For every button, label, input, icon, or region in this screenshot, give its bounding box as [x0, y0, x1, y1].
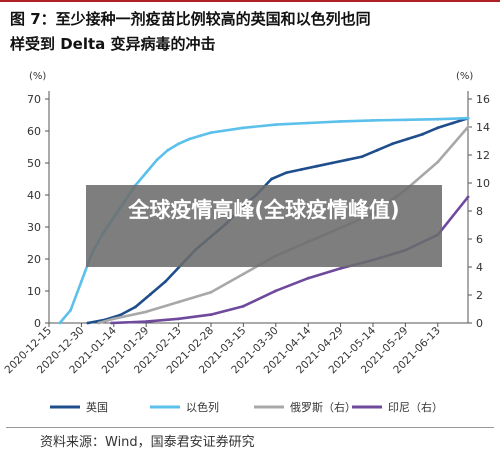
- y-left-tick-label: 20: [27, 253, 41, 266]
- series-point-3: [110, 321, 113, 325]
- series-point-0: [118, 313, 122, 317]
- series-point-2: [242, 272, 245, 276]
- legend-label: 印尼（右）: [388, 400, 443, 414]
- series-point-2: [466, 125, 470, 129]
- series-point-1: [209, 131, 213, 134]
- y-axis-left-unit: (%): [29, 71, 46, 82]
- y-right-tick-label: 14: [476, 121, 490, 134]
- series-line-0: [86, 116, 470, 325]
- series-point-0: [149, 292, 152, 296]
- series-point-1: [404, 118, 407, 122]
- series-point-0: [86, 321, 90, 325]
- figure-source: 资料来源：Wind，国泰君安证券研究: [40, 435, 255, 450]
- y-left-tick-label: 0: [34, 317, 41, 330]
- series-point-0: [300, 168, 304, 171]
- series-point-1: [166, 148, 170, 152]
- series-point-1: [306, 121, 310, 125]
- series-point-1: [198, 134, 202, 138]
- series-point-0: [436, 126, 440, 130]
- series-point-0: [315, 164, 319, 168]
- series-point-2: [97, 321, 101, 325]
- y-left-tick-label: 30: [27, 221, 41, 234]
- series-point-0: [345, 158, 349, 162]
- y-axis-right-unit: (%): [456, 71, 473, 82]
- series-point-0: [406, 137, 409, 141]
- series-point-1: [144, 171, 148, 174]
- series-point-0: [270, 177, 273, 181]
- legend-label: 俄罗斯（右）: [290, 400, 356, 414]
- series-point-3: [339, 267, 342, 270]
- series-point-1: [177, 142, 181, 146]
- y-right-tick-label: 4: [476, 261, 483, 274]
- watermark-overlay: 全球疫情高峰(全球疫情峰值): [86, 185, 442, 267]
- series-point-3: [209, 313, 213, 316]
- y-left-tick-label: 60: [27, 125, 41, 138]
- series-point-3: [466, 195, 470, 199]
- y-left-tick-label: 70: [27, 93, 41, 106]
- series-point-1: [69, 308, 72, 312]
- series-point-3: [274, 289, 278, 293]
- series-point-0: [285, 171, 288, 174]
- series-point-1: [80, 280, 83, 283]
- series-point-1: [188, 137, 191, 141]
- series-point-1: [339, 120, 342, 123]
- series-point-1: [155, 158, 159, 162]
- figure-title-area: 图 7：至少接种一剂疫苗比例较高的英国和以色列也同 样受到 Delta 变异病毒…: [0, 0, 500, 58]
- series-point-2: [144, 310, 148, 314]
- figure-title-line-2: 样受到 Delta 变异病毒的冲击: [10, 35, 216, 53]
- series-point-2: [209, 290, 213, 294]
- series-point-3: [144, 320, 148, 323]
- y-right-tick-label: 12: [476, 149, 490, 162]
- figure-title-line-1: 图 7：至少接种一剂疫苗比例较高的英国和以色列也同: [10, 10, 371, 28]
- series-point-0: [421, 132, 424, 136]
- y-left-tick-label: 10: [27, 285, 41, 298]
- series-point-1: [274, 123, 278, 126]
- series-point-1: [242, 126, 245, 130]
- series-point-3: [306, 276, 310, 280]
- y-left-tick-label: 50: [27, 157, 41, 170]
- source-divider: [6, 427, 494, 428]
- series-point-1: [371, 119, 375, 122]
- legend-label: 英国: [86, 400, 108, 414]
- y-right-tick-label: 2: [476, 289, 483, 302]
- series-point-0: [134, 305, 137, 309]
- series-point-0: [164, 280, 168, 283]
- series-point-1: [58, 321, 62, 325]
- series-point-2: [177, 300, 181, 304]
- series-point-2: [112, 317, 116, 321]
- legend-label: 以色列: [186, 400, 219, 414]
- series-point-1: [466, 116, 470, 120]
- series-point-3: [242, 304, 245, 308]
- series-point-2: [436, 160, 440, 164]
- y-right-tick-label: 6: [476, 233, 483, 246]
- series-point-3: [177, 317, 181, 321]
- series-point-0: [375, 148, 379, 152]
- series-point-0: [391, 142, 394, 146]
- y-right-tick-label: 10: [476, 177, 490, 190]
- series-point-0: [330, 161, 334, 165]
- y-right-tick-label: 16: [476, 93, 490, 106]
- series-point-0: [451, 121, 455, 125]
- series-point-0: [360, 155, 364, 158]
- y-right-tick-label: 8: [476, 205, 483, 218]
- y-left-tick-label: 40: [27, 189, 41, 202]
- y-right-tick-label: 0: [476, 317, 483, 330]
- series-point-1: [436, 117, 440, 121]
